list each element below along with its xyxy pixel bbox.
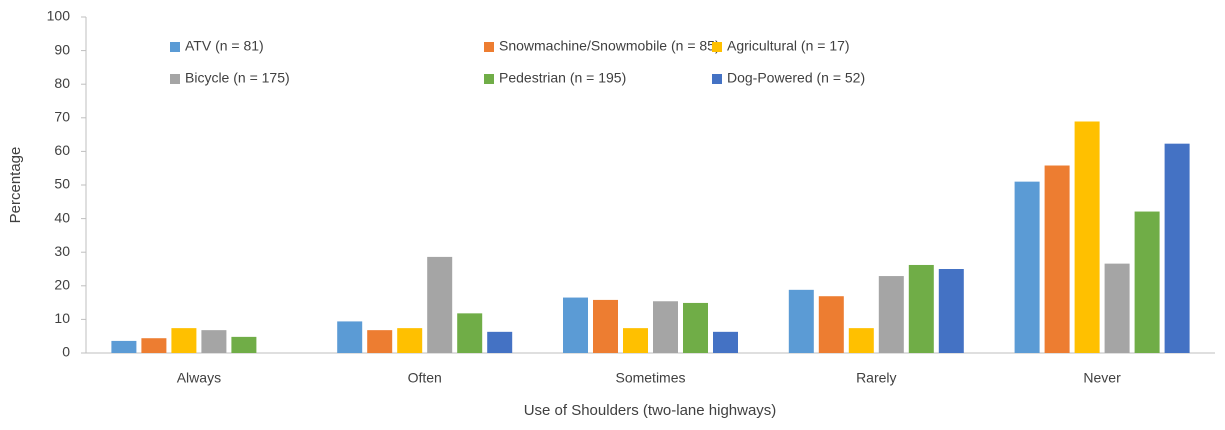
- y-tick-label: 70: [54, 109, 70, 125]
- bar: [337, 321, 363, 353]
- legend-label: Pedestrian (n = 195): [499, 70, 626, 86]
- y-tick-label: 60: [54, 142, 70, 158]
- legend-label: Bicycle (n = 175): [185, 70, 290, 86]
- bar: [1044, 165, 1070, 353]
- y-tick-label: 20: [54, 277, 70, 293]
- bar: [563, 297, 588, 353]
- bar: [818, 296, 844, 353]
- legend-swatch: [484, 42, 494, 52]
- legend-swatch: [484, 74, 494, 84]
- bar: [487, 331, 513, 353]
- bar: [938, 269, 964, 353]
- bar: [713, 331, 738, 353]
- bar: [848, 328, 874, 353]
- x-tick-label: Always: [177, 370, 221, 386]
- bar: [231, 336, 257, 353]
- bar: [908, 264, 934, 353]
- bar: [1164, 143, 1190, 353]
- bar: [457, 313, 483, 353]
- bar: [653, 301, 678, 353]
- bar: [878, 276, 904, 353]
- y-axis-title: Percentage: [7, 147, 24, 224]
- x-tick-label: Rarely: [856, 370, 896, 386]
- bar: [1134, 211, 1160, 353]
- bar: [111, 340, 137, 353]
- bar: [788, 289, 814, 353]
- bar: [397, 328, 423, 353]
- legend-swatch: [170, 74, 180, 84]
- y-tick-label: 10: [54, 310, 70, 326]
- x-tick-label: Often: [408, 370, 442, 386]
- bar: [683, 302, 708, 353]
- bar: [1074, 121, 1100, 353]
- bar: [623, 328, 648, 353]
- y-tick-label: 50: [54, 176, 70, 192]
- bar: [141, 338, 167, 353]
- bar: [367, 330, 393, 353]
- y-tick-label: 80: [54, 75, 70, 91]
- x-axis-title: Use of Shoulders (two-lane highways): [524, 402, 777, 419]
- legend-label: Dog-Powered (n = 52): [727, 70, 865, 86]
- bar: [1014, 181, 1040, 353]
- bar: [427, 256, 453, 353]
- y-tick-label: 100: [47, 8, 71, 24]
- legend-swatch: [170, 42, 180, 52]
- legend-swatch: [712, 74, 722, 84]
- bar: [1104, 263, 1130, 353]
- legend-label: Snowmachine/Snowmobile (n = 85): [499, 38, 720, 54]
- y-tick-label: 40: [54, 209, 70, 225]
- bar: [171, 328, 197, 353]
- legend-label: Agricultural (n = 17): [727, 38, 850, 54]
- y-tick-label: 90: [54, 41, 70, 57]
- y-tick-label: 0: [62, 344, 70, 360]
- x-tick-label: Sometimes: [615, 370, 685, 386]
- legend-label: ATV (n = 81): [185, 38, 264, 54]
- legend-swatch: [712, 42, 722, 52]
- y-tick-label: 30: [54, 243, 70, 259]
- x-tick-label: Never: [1083, 370, 1121, 386]
- bar: [593, 299, 618, 353]
- bar: [201, 330, 227, 353]
